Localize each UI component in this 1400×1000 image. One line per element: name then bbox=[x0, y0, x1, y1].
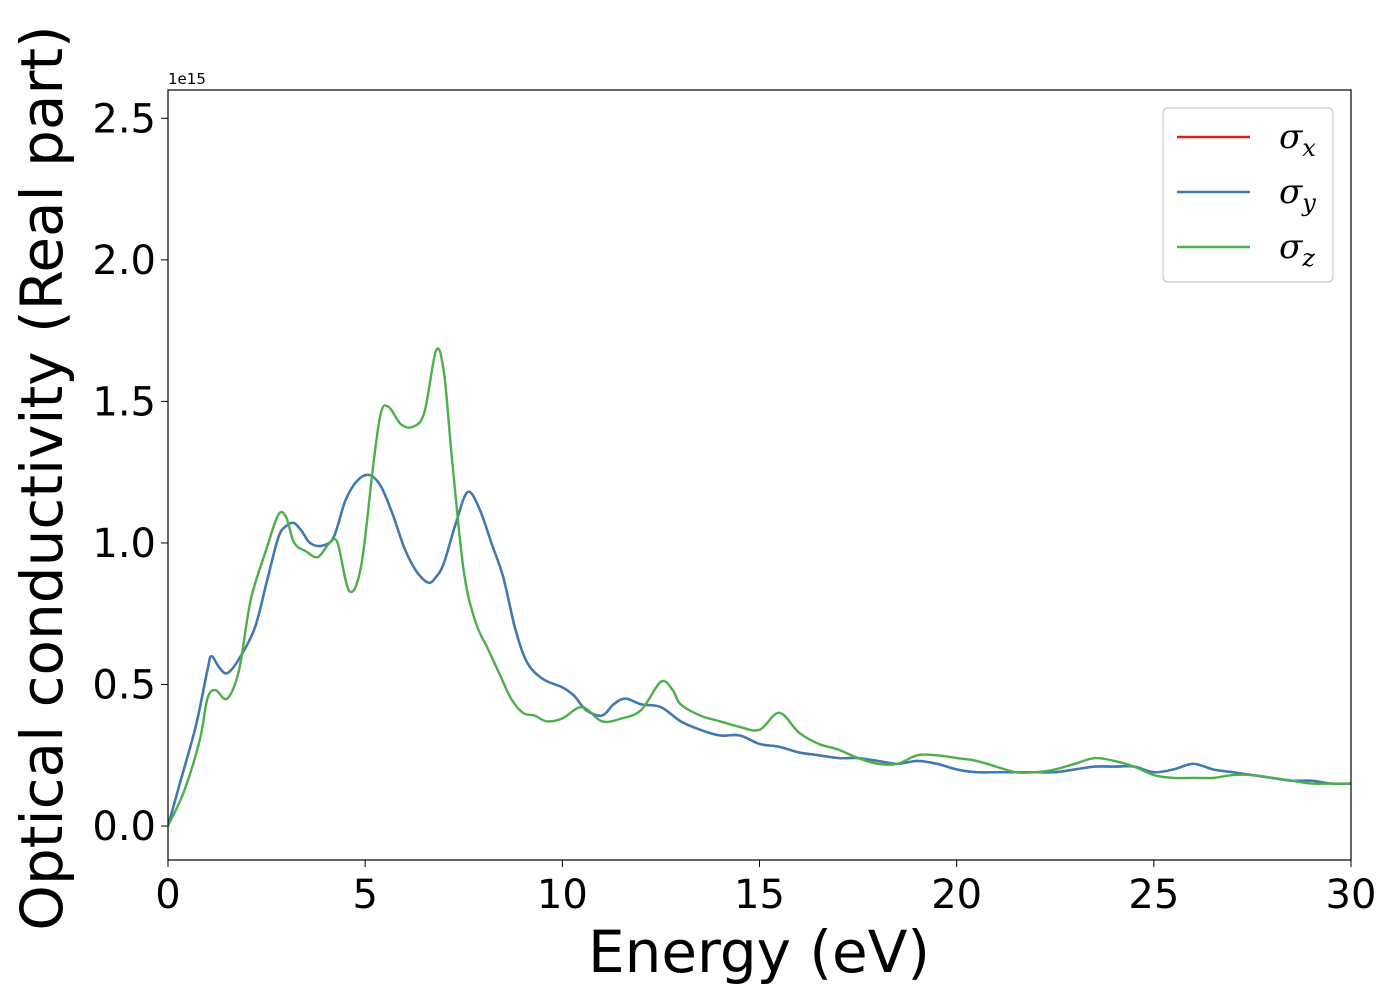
legend-label-sigma-x: σx bbox=[1279, 117, 1316, 162]
x-tick-label: 0 bbox=[155, 872, 180, 918]
x-tick-label: 25 bbox=[1128, 872, 1179, 918]
y-axis-title: Optical conductivity (Real part) bbox=[8, 25, 76, 930]
legend-box bbox=[1162, 107, 1334, 283]
y-offset-text: 1e15 bbox=[168, 70, 206, 88]
legend-symbol: σ bbox=[1279, 117, 1303, 157]
legend-subscript: z bbox=[1301, 244, 1315, 272]
legend-label-sigma-y: σy bbox=[1279, 172, 1316, 217]
legend-symbol: σ bbox=[1279, 172, 1303, 212]
series-line-sigma-y bbox=[168, 473, 1351, 827]
y-tick-label: 2.0 bbox=[92, 238, 156, 284]
y-tick-label: 0.0 bbox=[92, 804, 156, 850]
x-tick-label: 15 bbox=[734, 872, 785, 918]
y-tick-label: 2.5 bbox=[92, 96, 156, 142]
legend-subscript: x bbox=[1302, 134, 1316, 162]
y-tick-label: 0.5 bbox=[92, 662, 156, 708]
y-tick-label: 1.5 bbox=[92, 379, 156, 425]
y-axis-ticks: 0.0 0.5 1.0 1.5 2.0 2.5 bbox=[92, 96, 168, 850]
x-tick-label: 30 bbox=[1326, 872, 1377, 918]
legend-subscript: y bbox=[1301, 189, 1316, 217]
legend-symbol: σ bbox=[1279, 227, 1303, 267]
y-tick-label: 1.0 bbox=[92, 521, 156, 567]
x-tick-label: 5 bbox=[352, 872, 377, 918]
x-tick-label: 20 bbox=[931, 872, 982, 918]
x-axis-ticks: 0 5 10 15 20 25 30 bbox=[155, 860, 1376, 918]
x-tick-label: 10 bbox=[537, 872, 588, 918]
series-line-sigma-z bbox=[168, 347, 1351, 827]
series-group bbox=[168, 347, 1351, 827]
x-axis-title: Energy (eV) bbox=[588, 918, 930, 986]
legend-label-sigma-z: σz bbox=[1279, 227, 1315, 272]
